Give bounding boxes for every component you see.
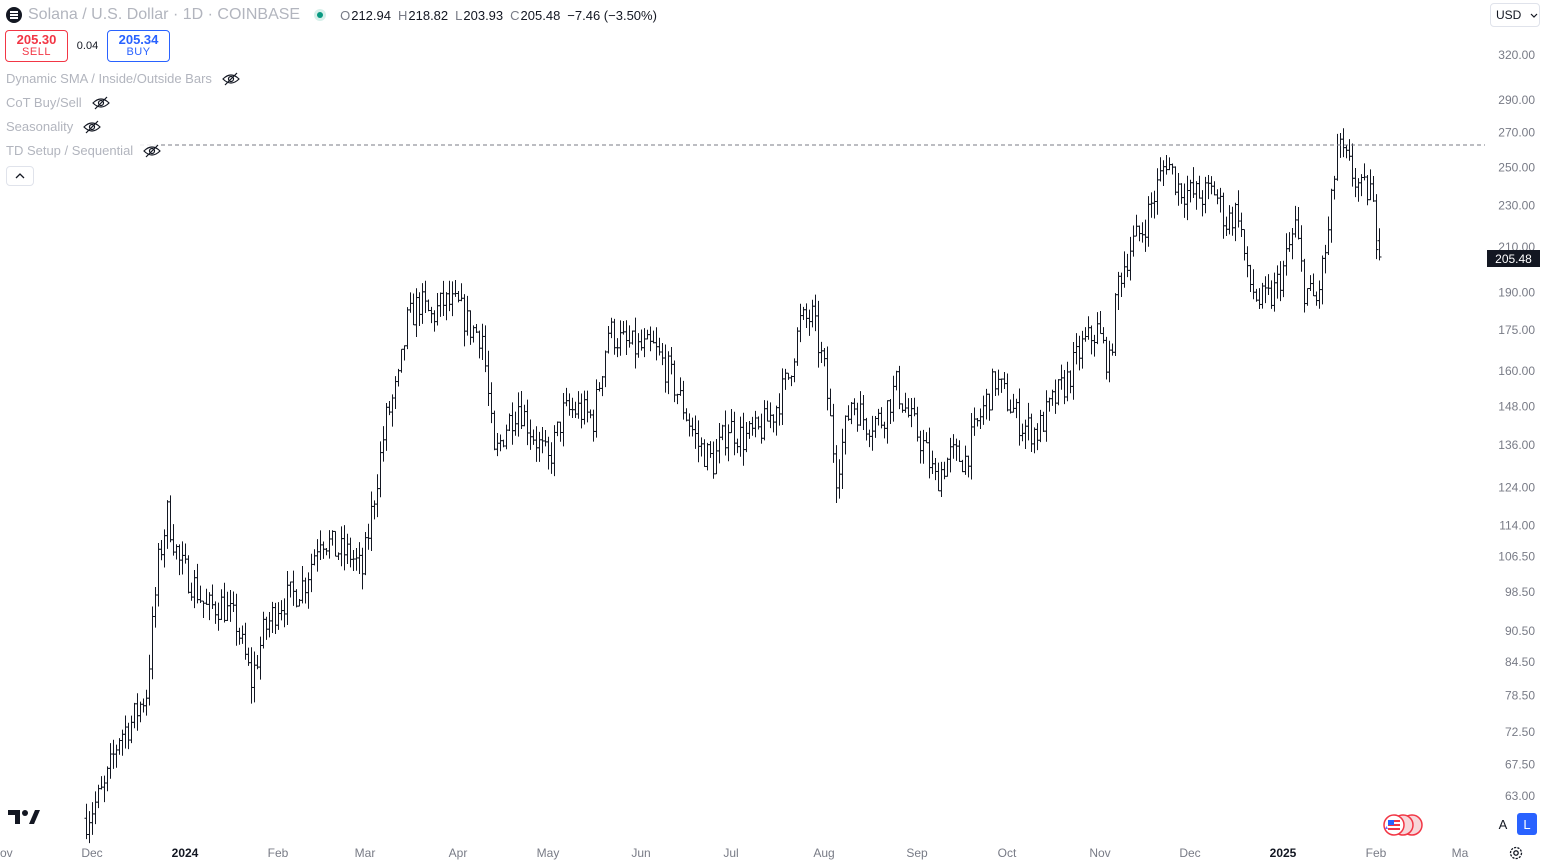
time-tick-label: Feb — [1366, 846, 1387, 860]
auto-scale-button[interactable]: A — [1498, 816, 1508, 832]
menu-logo-icon[interactable] — [6, 7, 22, 23]
time-tick-label: Jun — [631, 846, 650, 860]
time-tick-label: Mar — [355, 846, 376, 860]
time-tick-label: May — [537, 846, 560, 860]
symbol-header: Solana / U.S. Dollar · 1D · COINBASE O21… — [6, 4, 657, 26]
indicator-label: Dynamic SMA / Inside/Outside Bars — [6, 71, 212, 86]
live-dot-icon — [314, 9, 327, 21]
indicator-label: TD Setup / Sequential — [6, 143, 134, 158]
indicator-td-sequential[interactable]: TD Setup / Sequential — [6, 143, 162, 158]
currency-select[interactable]: USD — [1490, 3, 1540, 27]
time-tick-label: Jul — [723, 846, 738, 860]
currency-value: USD — [1496, 8, 1522, 22]
close-key: C — [510, 7, 520, 23]
price-tick-label: 63.00 — [1505, 789, 1535, 803]
price-tick-label: 98.50 — [1505, 585, 1535, 599]
indicator-label: Seasonality — [6, 119, 74, 134]
low-key: L — [455, 7, 463, 23]
price-tick-label: 136.00 — [1498, 438, 1535, 452]
close-value: 205.48 — [520, 7, 561, 23]
time-tick-label: Apr — [449, 846, 468, 860]
buy-label: BUY — [126, 46, 151, 58]
flag-icon[interactable] — [1382, 813, 1426, 837]
ohlc-values: O212.94 H218.82 L203.93 C205.48 −7.46 (−… — [340, 8, 657, 23]
time-tick-label: 2024 — [172, 846, 199, 860]
ohlc-bars — [84, 128, 1382, 844]
sell-label: SELL — [22, 46, 51, 58]
settings-icon[interactable] — [1508, 845, 1524, 861]
price-tick-label: 106.50 — [1498, 550, 1535, 564]
indicator-dynamic-sma[interactable]: Dynamic SMA / Inside/Outside Bars — [6, 71, 240, 86]
price-tick-label: 78.50 — [1505, 689, 1535, 703]
time-tick-label: 2025 — [1270, 846, 1297, 860]
price-tick-label: 160.00 — [1498, 364, 1535, 378]
tradingview-logo-icon[interactable] — [8, 808, 40, 826]
eye-hidden-icon[interactable] — [83, 120, 102, 134]
open-key: O — [340, 7, 351, 23]
time-tick-label: Sep — [906, 846, 928, 860]
time-tick-label: Nov — [0, 846, 13, 860]
time-tick-label: Aug — [813, 846, 834, 860]
time-tick-label: Dec — [81, 846, 102, 860]
eye-hidden-icon[interactable] — [143, 144, 162, 158]
price-tick-label: 90.50 — [1505, 624, 1535, 638]
time-tick-label: Nov — [1089, 846, 1110, 860]
price-tick-label: 114.00 — [1499, 519, 1535, 533]
price-tick-label: 175.00 — [1498, 323, 1535, 337]
time-axis[interactable]: Nov Dec 2024 Feb Mar Apr May Jun Jul Aug Sep Oct Nov… — [0, 846, 1469, 860]
chevron-up-icon — [15, 173, 25, 179]
log-scale-button[interactable]: L — [1517, 813, 1537, 835]
price-tick-label: 190.00 — [1498, 286, 1535, 300]
low-value: 203.93 — [463, 7, 504, 23]
time-tick-label: Dec — [1179, 846, 1200, 860]
trade-panel: 205.30 SELL 0.04 205.34 BUY — [5, 30, 170, 62]
indicator-seasonality[interactable]: Seasonality — [6, 119, 102, 134]
high-value: 218.82 — [408, 7, 449, 23]
eye-hidden-icon[interactable] — [222, 72, 240, 86]
price-tick-label: 148.00 — [1498, 400, 1535, 414]
spread-value: 0.04 — [76, 40, 99, 52]
price-tick-label: 84.50 — [1505, 655, 1535, 669]
price-tick-label: 290.00 — [1498, 93, 1535, 107]
price-tick-label: 320.00 — [1498, 48, 1535, 62]
buy-button[interactable]: 205.34 BUY — [107, 30, 170, 62]
open-value: 212.94 — [351, 7, 391, 23]
price-tick-label: 124.00 — [1498, 480, 1535, 494]
indicator-label: CoT Buy/Sell — [6, 95, 82, 110]
change-value: −7.46 (−3.50%) — [567, 7, 657, 23]
high-key: H — [397, 7, 408, 23]
time-tick-label: Feb — [268, 846, 289, 860]
price-tick-label: 67.50 — [1505, 758, 1535, 772]
sell-button[interactable]: 205.30 SELL — [5, 30, 68, 62]
last-price-label: 205.48 — [1487, 250, 1540, 267]
eye-hidden-icon[interactable] — [91, 96, 110, 110]
price-tick-label: 270.00 — [1498, 125, 1535, 139]
price-tick-label: 72.50 — [1505, 725, 1535, 739]
price-tick-label: 230.00 — [1498, 199, 1535, 213]
price-axis[interactable]: 320.00290.00270.00250.00230.00210.00190.… — [1498, 48, 1535, 803]
buy-price: 205.34 — [118, 32, 159, 47]
chevron-down-icon — [1530, 13, 1538, 18]
collapse-indicators-button[interactable] — [6, 166, 34, 186]
time-tick-label: Ma — [1452, 846, 1469, 860]
symbol-title[interactable]: Solana / U.S. Dollar · 1D · COINBASE — [28, 6, 301, 23]
price-tick-label: 250.00 — [1498, 161, 1535, 175]
time-tick-label: Oct — [998, 846, 1017, 860]
sell-price: 205.30 — [16, 32, 57, 47]
indicator-cot[interactable]: CoT Buy/Sell — [6, 95, 110, 110]
